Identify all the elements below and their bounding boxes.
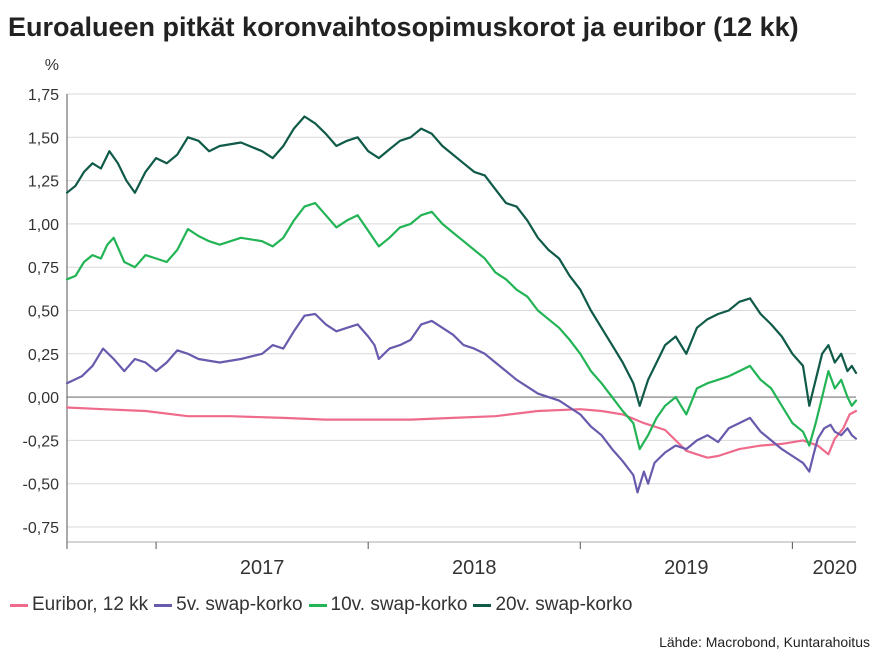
y-tick-label: -0,25: [23, 433, 60, 450]
series-line-3: [65, 115, 858, 407]
legend-swatch-euribor: [10, 603, 28, 607]
series-line-2: [65, 202, 858, 451]
legend-label-10v: 10v. swap-korko: [330, 594, 468, 615]
legend-item-20v: 20v. swap-korko: [473, 594, 632, 616]
legend-item-10v: 10v. swap-korko: [308, 594, 468, 616]
y-tick-label: -0,50: [23, 477, 60, 494]
legend-swatch-5v: [154, 603, 173, 607]
x-tick-label: 2019: [664, 557, 709, 579]
legend-item-euribor: Euribor, 12 kk: [10, 594, 148, 616]
series-line-0: [65, 406, 858, 459]
y-tick-label: 1,50: [28, 130, 59, 147]
legend-label-20v: 20v. swap-korko: [495, 594, 633, 615]
y-tick-label: 0,25: [28, 347, 59, 364]
legend-swatch-10v: [308, 603, 327, 607]
x-tick-label: 2020: [813, 557, 858, 579]
x-tick-label: 2018: [452, 557, 497, 579]
y-tick-label: 0,00: [28, 390, 59, 407]
y-tick-label: -0,75: [23, 520, 60, 537]
series-line-1: [65, 312, 858, 494]
x-tick-label: 2017: [240, 557, 285, 579]
legend-label-5v: 5v. swap-korko: [176, 594, 303, 615]
y-tick-label: 1,00: [28, 217, 59, 234]
source-note: Lähde: Macrobond, Kuntarahoitus: [659, 634, 870, 650]
series-layer: [65, 115, 858, 494]
y-tick-label: 1,75: [28, 87, 59, 104]
legend-item-5v: 5v. swap-korko: [154, 594, 303, 616]
grid-layer: [67, 93, 856, 528]
y-axis-unit: %: [45, 57, 59, 74]
legend-swatch-20v: [473, 603, 492, 607]
y-tick-label: 0,50: [28, 304, 59, 321]
legend-label-euribor: Euribor, 12 kk: [32, 594, 149, 615]
axis-layer: 1,75 1,50 1,25 1,00 0,75 0,50 0,25 0,00 -0,25 -0,…: [23, 57, 858, 579]
legend: Euribor, 12 kk 5v. swap-korko 10v. swap-…: [10, 594, 638, 616]
y-tick-label: 1,25: [28, 174, 59, 191]
y-tick-label: 0,75: [28, 260, 59, 277]
chart-title: Euroalueen pitkät koronvaihtosopimuskoro…: [8, 12, 799, 42]
